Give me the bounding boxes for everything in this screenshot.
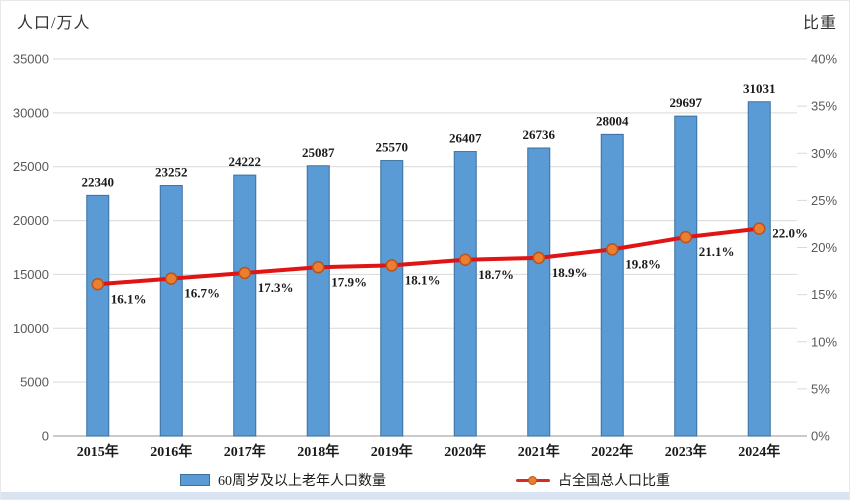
line-marker [753, 222, 766, 235]
legend-item-line-series: 占全国总人口比重 [516, 470, 670, 490]
line-marker [532, 251, 545, 265]
line-marker [679, 230, 692, 244]
line-marker [312, 261, 325, 274]
right-axis-tick-label: 0% [811, 429, 830, 444]
line-point-label: 21.1% [699, 244, 735, 259]
bottom-strip [1, 492, 849, 499]
line-point-label: 17.3% [258, 280, 294, 295]
x-axis-category-label: 2016年 [150, 443, 192, 460]
line-series-swatch-icon [516, 475, 550, 485]
left-axis-tick-label: 15000 [13, 267, 49, 282]
right-axis-tick-label: 25% [811, 193, 837, 208]
left-axis-title: 人口/万人 [17, 15, 91, 32]
legend: 60周岁及以上老年人口数量 占全国总人口比重 [1, 467, 849, 493]
right-axis-tick-label: 5% [811, 381, 830, 396]
line-point-label: 22.0% [772, 226, 808, 241]
bar-value-label: 23252 [155, 165, 188, 180]
right-axis-tick-label: 35% [811, 99, 837, 114]
bar-value-label: 26736 [523, 127, 556, 142]
line-point-label: 18.7% [478, 267, 514, 282]
bar [86, 194, 110, 437]
line-marker [606, 243, 619, 256]
line-point-label: 16.1% [111, 291, 147, 306]
x-axis-category-label: 2019年 [371, 443, 413, 460]
line-marker [385, 259, 398, 272]
line-point-label: 19.8% [625, 256, 661, 271]
line-series [95, 226, 762, 287]
right-axis-tick-label: 15% [811, 287, 837, 302]
left-axis-tick-label: 35000 [13, 52, 49, 67]
right-axis-title: 比重 [802, 15, 837, 32]
left-axis-tick-label: 10000 [13, 321, 49, 336]
line-point-label: 16.7% [184, 286, 220, 301]
x-axis-category-label: 2022年 [591, 443, 633, 460]
right-axis-tick-label: 30% [811, 146, 837, 161]
left-axis-tick-label: 5000 [20, 375, 49, 390]
line-marker [238, 266, 251, 280]
line-marker [459, 253, 472, 267]
left-axis-tick-label: 0 [42, 429, 49, 444]
bar-value-label: 31031 [743, 81, 776, 96]
line-marker [165, 272, 178, 285]
bar-value-label: 25087 [302, 145, 335, 160]
bar [747, 101, 771, 437]
bar-value-label: 25570 [376, 140, 409, 155]
bar-series-swatch-icon [180, 474, 210, 486]
left-axis-tick-label: 30000 [13, 105, 49, 120]
x-axis-category-label: 2023年 [665, 443, 707, 460]
bar-value-label: 28004 [596, 113, 629, 128]
x-axis-category-label: 2024年 [738, 443, 780, 460]
bar [600, 133, 624, 437]
bar-value-label: 22340 [82, 174, 115, 189]
left-axis-tick-label: 20000 [13, 213, 49, 228]
plot-area: 35000 30000 25000 20000 15000 10000 5000 0 40% 35… [13, 52, 838, 461]
right-axis-tick-label: 20% [811, 240, 837, 255]
bar [306, 165, 330, 437]
line-series-label: 占全国总人口比重 [558, 474, 670, 489]
bar [159, 185, 183, 437]
bar-value-label: 24222 [229, 154, 262, 169]
line-point-label: 18.9% [552, 265, 588, 280]
bar-series-label: 60周岁及以上老年人口数量 [218, 474, 386, 489]
right-axis-tick-label: 10% [811, 334, 837, 349]
bar-value-label: 26407 [449, 131, 482, 146]
bar [453, 151, 477, 437]
x-axis-category-label: 2017年 [224, 443, 266, 460]
line-marker [91, 278, 104, 291]
bar [380, 160, 404, 437]
x-axis-category-label: 2020年 [444, 443, 486, 460]
left-axis-tick-label: 25000 [13, 159, 49, 174]
right-axis-tick-label: 40% [811, 52, 837, 67]
legend-item-bar-series: 60周岁及以上老年人口数量 [180, 470, 386, 490]
x-axis-category-label: 2021年 [518, 443, 560, 460]
bar-value-label: 29697 [670, 95, 703, 110]
bar [674, 115, 698, 437]
bar [233, 174, 257, 437]
x-axis-category-label: 2015年 [77, 443, 119, 460]
bar [527, 147, 551, 437]
x-axis-category-label: 2018年 [297, 443, 339, 460]
line-point-label: 18.1% [405, 272, 441, 287]
line-point-label: 17.9% [331, 274, 367, 289]
